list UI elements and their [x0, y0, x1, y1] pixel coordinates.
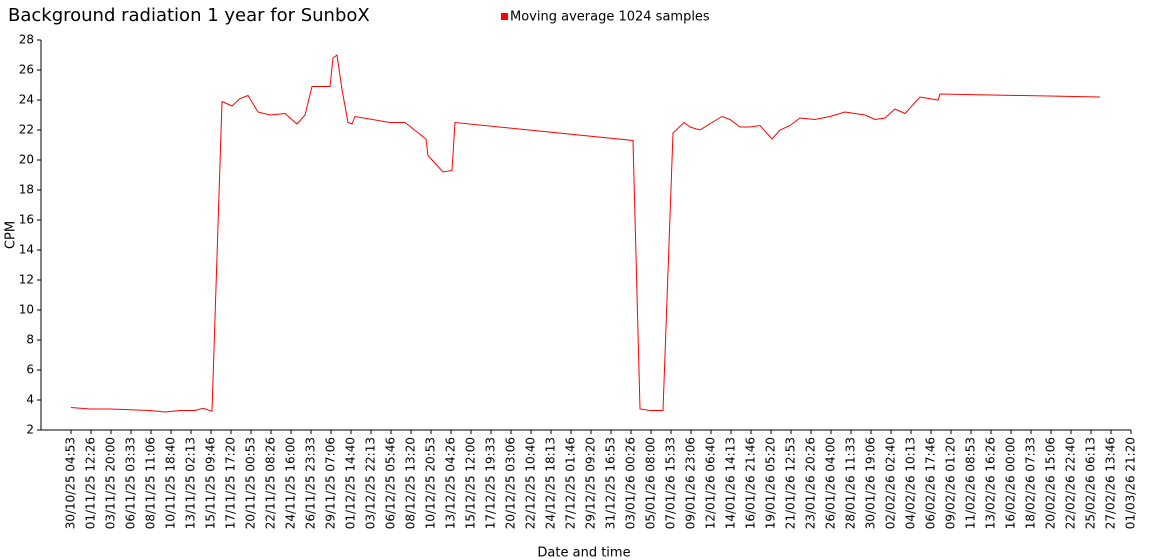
x-tick-label: 08/12/25 13:20 [404, 437, 418, 529]
x-tick-label: 16/02/26 00:00 [1004, 437, 1018, 529]
y-tick-label: 2 [26, 423, 34, 437]
x-tick-label: 31/12/25 16:53 [603, 437, 617, 529]
x-tick-label: 10/11/25 18:40 [164, 437, 178, 529]
x-tick-label: 01/03/26 21:20 [1124, 437, 1138, 529]
y-tick-label: 14 [19, 243, 34, 257]
legend-label: Moving average 1024 samples [510, 10, 710, 25]
x-tick-label: 30/01/26 19:06 [863, 437, 877, 529]
x-tick-label: 26/01/26 04:00 [824, 437, 838, 529]
x-tick-label: 03/11/25 20:00 [104, 437, 118, 529]
x-tick-label: 03/12/25 22:13 [363, 437, 377, 529]
legend-swatch [501, 13, 508, 20]
y-tick-label: 20 [19, 153, 34, 167]
x-tick-label: 20/11/25 00:53 [243, 437, 257, 529]
x-tick-label: 28/01/26 11:33 [843, 437, 857, 529]
x-tick-label: 09/02/26 01:20 [944, 437, 958, 529]
x-tick-label: 05/01/26 08:00 [644, 437, 658, 529]
x-tick-label: 09/01/26 23:06 [683, 437, 697, 529]
x-tick-label: 12/01/26 06:40 [704, 437, 718, 529]
x-tick-label: 29/11/25 07:06 [323, 437, 337, 529]
y-tick-label: 6 [26, 363, 34, 377]
x-tick-label: 24/11/25 16:00 [284, 437, 298, 529]
x-tick-label: 10/12/25 20:53 [423, 437, 437, 529]
y-tick-label: 8 [26, 333, 34, 347]
x-tick-label: 25/02/26 06:13 [1083, 437, 1097, 529]
x-tick-label: 20/02/26 15:06 [1043, 437, 1057, 529]
x-tick-label: 27/02/26 13:46 [1103, 437, 1117, 529]
chart-title: Background radiation 1 year for SunboX [8, 5, 370, 26]
x-tick-label: 20/12/25 03:06 [503, 437, 517, 529]
x-tick-label: 06/12/25 05:46 [383, 437, 397, 529]
x-tick-label: 01/12/25 14:40 [344, 437, 358, 529]
x-tick-label: 01/11/25 12:26 [83, 437, 97, 529]
x-tick-label: 04/02/26 10:13 [903, 437, 917, 529]
x-tick-label: 27/12/25 01:46 [563, 437, 577, 529]
x-tick-label: 03/01/26 00:26 [623, 437, 637, 529]
y-tick-label: 26 [19, 63, 34, 77]
y-axis-label: CPM [4, 221, 19, 249]
x-tick-label: 06/11/25 03:33 [123, 437, 137, 529]
data-line [70, 54, 1101, 413]
x-axis-label: Date and time [537, 546, 630, 560]
x-tick-label: 26/11/25 23:33 [303, 437, 317, 529]
x-tick-label: 13/11/25 02:13 [183, 437, 197, 529]
x-tick-label: 29/12/25 09:20 [584, 437, 598, 529]
y-tick-label: 22 [19, 123, 34, 137]
x-tick-label: 24/12/25 18:13 [543, 437, 557, 529]
y-tick-label: 10 [19, 303, 34, 317]
x-tick-label: 16/01/26 21:46 [743, 437, 757, 529]
y-tick-label: 24 [19, 93, 34, 107]
x-tick-label: 17/12/25 19:33 [483, 437, 497, 529]
x-tick-label: 07/01/26 15:33 [663, 437, 677, 529]
x-tick-label: 15/12/25 12:00 [464, 437, 478, 529]
x-tick-label: 22/12/25 10:40 [524, 437, 538, 529]
x-tick-label: 15/11/25 09:46 [203, 437, 217, 529]
x-tick-label: 14/01/26 14:13 [723, 437, 737, 529]
x-tick-label: 23/01/26 20:26 [803, 437, 817, 529]
x-tick-label: 22/02/26 22:40 [1064, 437, 1078, 529]
y-tick-label: 4 [26, 393, 34, 407]
x-tick-label: 08/11/25 11:06 [143, 437, 157, 529]
y-tick-label: 18 [19, 183, 34, 197]
y-tick-label: 12 [19, 273, 34, 287]
x-tick-label: 13/12/25 04:26 [443, 437, 457, 529]
y-tick-label: 16 [19, 213, 34, 227]
x-tick-label: 30/10/25 04:53 [64, 437, 78, 529]
x-tick-label: 19/01/26 05:20 [764, 437, 778, 529]
x-tick-label: 17/11/25 17:20 [224, 437, 238, 529]
x-tick-label: 22/11/25 08:26 [263, 437, 277, 529]
x-tick-label: 21/01/26 12:53 [783, 437, 797, 529]
x-tick-label: 06/02/26 17:46 [923, 437, 937, 529]
x-tick-label: 02/02/26 02:40 [884, 437, 898, 529]
x-tick-label: 13/02/26 16:26 [983, 437, 997, 529]
y-tick-label: 28 [19, 33, 34, 47]
x-tick-label: 18/02/26 07:33 [1023, 437, 1037, 529]
x-tick-label: 11/02/26 08:53 [963, 437, 977, 529]
